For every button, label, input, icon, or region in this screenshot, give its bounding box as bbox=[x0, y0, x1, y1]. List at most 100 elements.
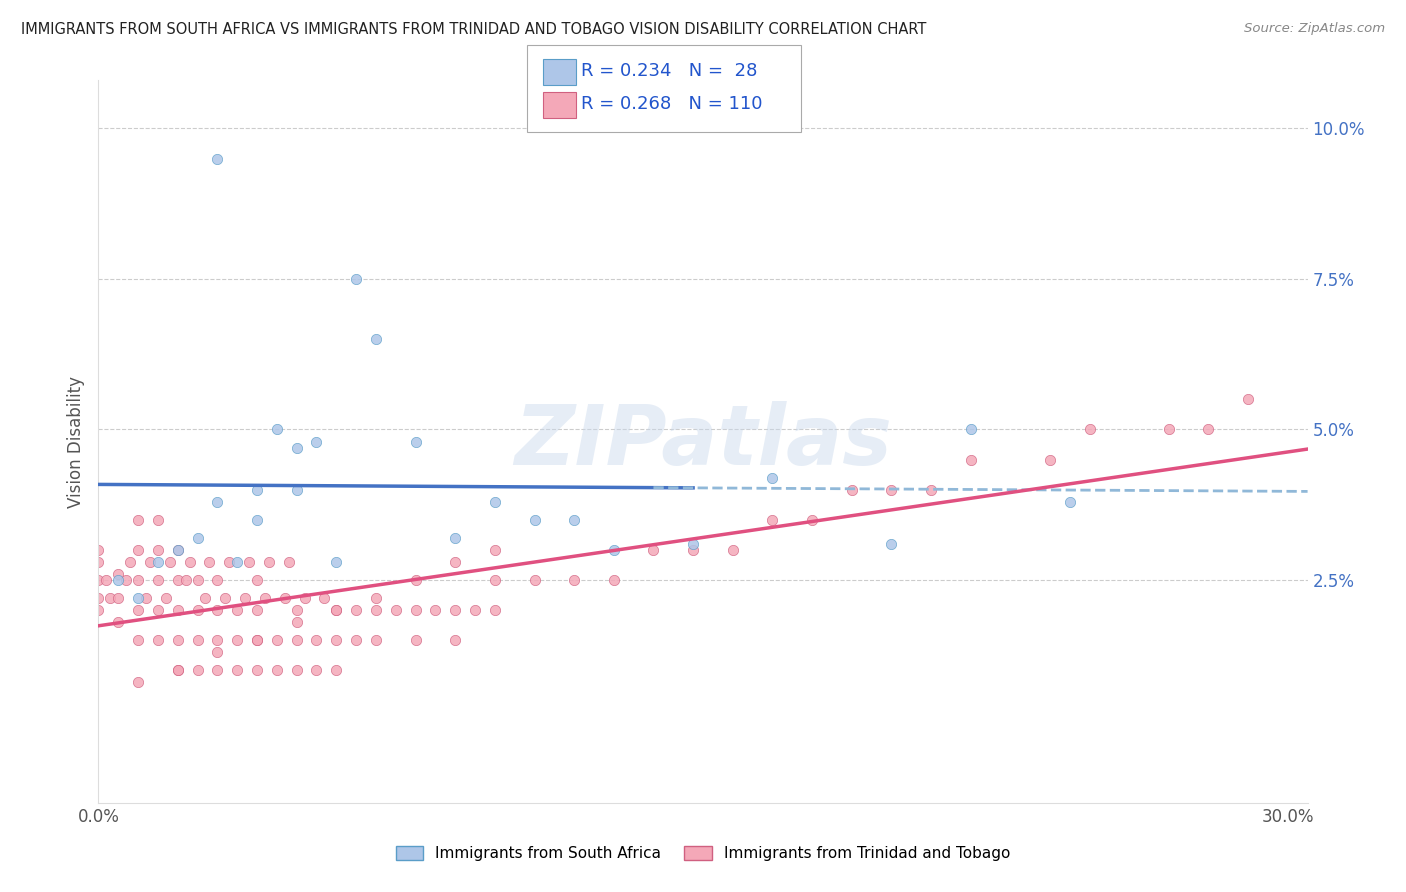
Point bbox=[198, 555, 221, 569]
Point bbox=[166, 573, 188, 587]
Point bbox=[226, 633, 249, 648]
Point bbox=[207, 152, 229, 166]
Point bbox=[721, 542, 744, 557]
Point bbox=[146, 573, 169, 587]
Text: R = 0.234   N =  28: R = 0.234 N = 28 bbox=[581, 62, 756, 80]
Point bbox=[226, 603, 249, 617]
Point bbox=[166, 542, 188, 557]
Point bbox=[127, 591, 149, 606]
Point bbox=[238, 555, 260, 569]
Point bbox=[880, 483, 903, 497]
Point bbox=[444, 603, 467, 617]
Point bbox=[146, 542, 169, 557]
Point bbox=[174, 573, 197, 587]
Y-axis label: Vision Disability: Vision Disability bbox=[66, 376, 84, 508]
Point bbox=[959, 422, 981, 436]
Point bbox=[682, 542, 704, 557]
Point bbox=[761, 470, 783, 484]
Point bbox=[384, 603, 406, 617]
Point bbox=[325, 603, 347, 617]
Point bbox=[484, 494, 506, 508]
Point bbox=[207, 645, 229, 659]
Point bbox=[246, 603, 269, 617]
Point bbox=[761, 513, 783, 527]
Point bbox=[115, 573, 138, 587]
Point bbox=[146, 513, 169, 527]
Point bbox=[127, 573, 149, 587]
Point bbox=[405, 633, 427, 648]
Point bbox=[207, 573, 229, 587]
Point bbox=[484, 603, 506, 617]
Point bbox=[1078, 422, 1101, 436]
Point bbox=[444, 633, 467, 648]
Point bbox=[464, 603, 486, 617]
Point bbox=[285, 664, 308, 678]
Point bbox=[364, 332, 387, 346]
Point bbox=[285, 615, 308, 630]
Point bbox=[218, 555, 240, 569]
Point bbox=[246, 633, 269, 648]
Point bbox=[87, 542, 110, 557]
Point bbox=[364, 603, 387, 617]
Point bbox=[87, 555, 110, 569]
Point bbox=[166, 633, 188, 648]
Point bbox=[325, 603, 347, 617]
Point bbox=[1059, 494, 1081, 508]
Point bbox=[246, 573, 269, 587]
Point bbox=[405, 603, 427, 617]
Point bbox=[253, 591, 276, 606]
Point bbox=[159, 555, 181, 569]
Point bbox=[155, 591, 177, 606]
Point bbox=[562, 573, 585, 587]
Text: ZIPatlas: ZIPatlas bbox=[515, 401, 891, 482]
Point bbox=[603, 573, 626, 587]
Point bbox=[146, 555, 169, 569]
Point bbox=[364, 633, 387, 648]
Point bbox=[226, 555, 249, 569]
Point bbox=[325, 633, 347, 648]
Point bbox=[325, 664, 347, 678]
Point bbox=[274, 591, 297, 606]
Point bbox=[277, 555, 299, 569]
Point bbox=[364, 591, 387, 606]
Point bbox=[226, 664, 249, 678]
Point bbox=[214, 591, 236, 606]
Text: R = 0.268   N = 110: R = 0.268 N = 110 bbox=[581, 95, 762, 113]
Point bbox=[425, 603, 447, 617]
Point bbox=[643, 542, 665, 557]
Point bbox=[841, 483, 863, 497]
Point bbox=[186, 531, 208, 545]
Point bbox=[186, 664, 208, 678]
Point bbox=[444, 531, 467, 545]
Point bbox=[107, 573, 129, 587]
Point bbox=[146, 603, 169, 617]
Point bbox=[285, 633, 308, 648]
Point bbox=[484, 542, 506, 557]
Point bbox=[682, 537, 704, 551]
Point bbox=[186, 573, 208, 587]
Point bbox=[207, 603, 229, 617]
Point bbox=[325, 555, 347, 569]
Point bbox=[127, 675, 149, 690]
Point bbox=[523, 573, 546, 587]
Point bbox=[523, 513, 546, 527]
Point bbox=[920, 483, 942, 497]
Point bbox=[444, 555, 467, 569]
Point bbox=[344, 272, 367, 286]
Point bbox=[246, 664, 269, 678]
Point bbox=[87, 603, 110, 617]
Text: IMMIGRANTS FROM SOUTH AFRICA VS IMMIGRANTS FROM TRINIDAD AND TOBAGO VISION DISAB: IMMIGRANTS FROM SOUTH AFRICA VS IMMIGRAN… bbox=[21, 22, 927, 37]
Point bbox=[186, 603, 208, 617]
Point bbox=[801, 513, 824, 527]
Point bbox=[166, 664, 188, 678]
Point bbox=[179, 555, 201, 569]
Point bbox=[880, 537, 903, 551]
Point bbox=[562, 513, 585, 527]
Point bbox=[314, 591, 336, 606]
Point bbox=[207, 633, 229, 648]
Point bbox=[484, 573, 506, 587]
Point bbox=[207, 664, 229, 678]
Point bbox=[344, 603, 367, 617]
Point bbox=[246, 483, 269, 497]
Point bbox=[127, 513, 149, 527]
